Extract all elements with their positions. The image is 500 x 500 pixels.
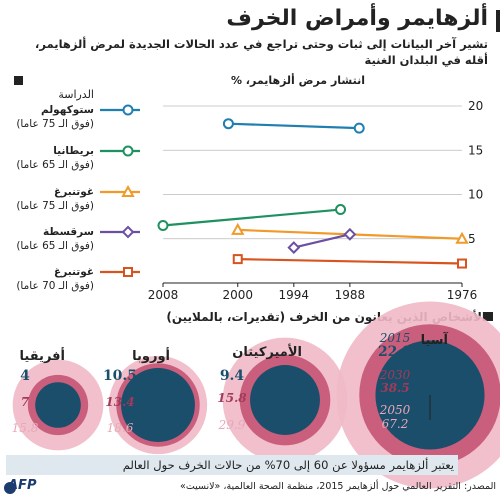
year-label: 2015	[379, 331, 411, 345]
afp-logo-icon	[4, 482, 16, 494]
bubble-value-label: 22.9	[378, 344, 412, 360]
y-tick-label: 20	[468, 99, 483, 113]
bubble-value-label: 29.9	[218, 418, 246, 432]
title-accent-bar	[496, 10, 500, 32]
legend-swatch-marker	[121, 225, 135, 239]
footer-note: يعتبر ألزهايمر مسؤولا عن 60 إلى 70% من ح…	[122, 458, 454, 472]
legend-item: سرقسطة (فوق الـ 65 عاما)	[4, 225, 94, 253]
legend-swatch-marker	[122, 104, 134, 116]
x-tick-label: 2008	[148, 288, 179, 302]
x-tick-label: 1994	[279, 288, 310, 302]
data-point	[222, 118, 234, 130]
legend-swatch-marker	[123, 267, 133, 277]
afp-logo: AFP	[8, 478, 37, 493]
legend-series-name: بريطانيا	[53, 145, 94, 157]
bubble-value-label: 10.5	[103, 368, 137, 384]
bubble-value-label: 9.4	[220, 368, 245, 384]
series-line	[162, 208, 341, 227]
legend-item: ستوكهولم (فوق الـ 75 عاما)	[4, 103, 94, 131]
y-tick-label: 10	[468, 188, 483, 202]
bubble-circle	[250, 365, 320, 435]
legend-series-name: ستوكهولم	[41, 104, 94, 116]
section-marker-square	[484, 312, 493, 321]
legend-header: الدراسة	[58, 88, 94, 101]
legend-series-name: غوتنبرغ	[54, 186, 94, 198]
year-label: 2030	[379, 368, 411, 382]
legend-item: غوتنبرغ (فوق الـ 75 عاما)	[4, 185, 94, 213]
data-point	[343, 227, 357, 241]
footer-note-bar	[6, 455, 458, 475]
legend-series-sub: (فوق الـ 65 عاما)	[16, 159, 94, 171]
legend-swatch-marker	[122, 145, 134, 157]
region-label: آسيا	[421, 331, 449, 348]
data-point	[287, 241, 301, 255]
data-point	[455, 231, 469, 244]
line-chart-ylabel: انتشار مرض ألزهايمر، %	[230, 74, 365, 87]
legend-series-sub: (فوق الـ 70 عاما)	[16, 280, 94, 292]
data-point	[157, 219, 169, 231]
bubble-circle	[121, 368, 195, 442]
source-text: المصدر: التقرير العالمي حول ألزهايمر 201…	[180, 481, 496, 492]
region-label: أوروبا	[132, 347, 170, 364]
x-tick-label: 2000	[222, 288, 253, 302]
region-label: الأميركيتان	[232, 343, 302, 360]
legend-series-name: غوتنبرغ	[54, 266, 94, 278]
bubble-circle	[35, 382, 81, 428]
legend-series-sub: (فوق الـ 75 عاما)	[16, 118, 94, 130]
x-tick-label: 1988	[335, 288, 366, 302]
bubble-value-label: 4	[20, 368, 30, 384]
page-title: ألزهايمر وأمراض الخرف	[226, 6, 488, 31]
bubble-value-label: 67.2	[382, 417, 409, 431]
bubble-value-label: 18.6	[107, 421, 134, 435]
bubble-value-label: 13.4	[105, 395, 134, 409]
legend-swatch-marker	[121, 184, 135, 197]
bubble-value-label: 15.8	[217, 391, 247, 405]
series-line	[293, 233, 351, 249]
data-point	[232, 254, 243, 265]
legend-series-sub: (فوق الـ 75 عاما)	[16, 200, 94, 212]
y-tick-label: 5	[468, 232, 476, 246]
legend-item: غوتنبرغ (فوق الـ 70 عاما)	[4, 265, 94, 293]
bubble-value-label: 15.8	[12, 421, 39, 435]
bubble-value-label: 7	[21, 395, 30, 409]
region-label: أفريقيا	[20, 347, 65, 364]
section-marker-square	[14, 76, 23, 85]
page-subtitle: تشير آخر البيانات إلى ثبات وحتى تراجع في…	[35, 37, 488, 67]
legend-series-sub: (فوق الـ 65 عاما)	[16, 240, 94, 252]
year-label: 2050	[379, 403, 411, 417]
bubble-value-label: 38.5	[380, 381, 409, 395]
y-tick-label: 15	[468, 143, 483, 157]
data-point	[457, 258, 467, 269]
series-line	[237, 258, 463, 265]
x-tick-label: 1976	[447, 288, 478, 302]
series-line	[228, 122, 360, 130]
data-point	[231, 222, 245, 235]
legend-series-name: سرقسطة	[42, 226, 94, 238]
legend-item: بريطانيا (فوق الـ 65 عاما)	[4, 144, 94, 172]
data-point	[335, 204, 347, 216]
data-point	[353, 122, 365, 134]
